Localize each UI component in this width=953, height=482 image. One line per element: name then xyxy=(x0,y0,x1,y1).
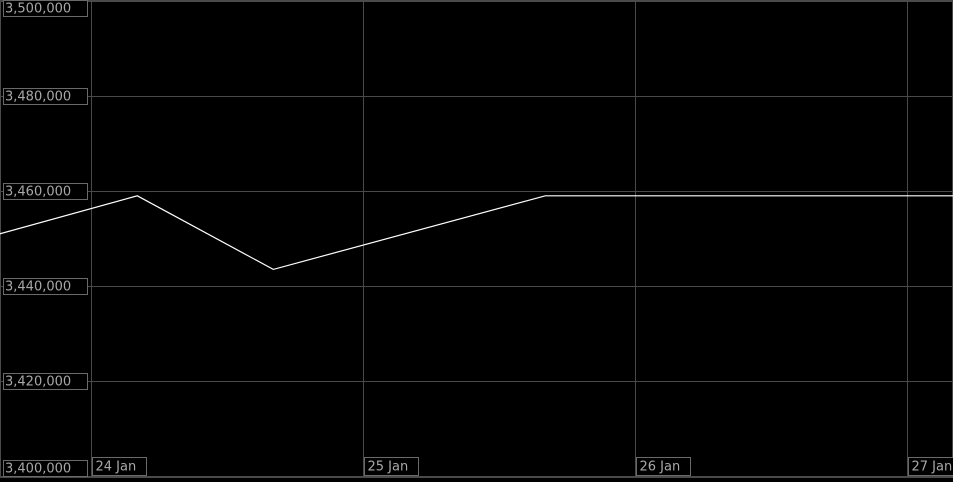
y-tick-label: 3,420,000 xyxy=(5,375,71,390)
x-tick-label: 25 Jan xyxy=(368,460,409,475)
y-tick-label: 3,500,000 xyxy=(5,2,71,17)
y-tick-label: 3,480,000 xyxy=(5,90,71,105)
y-tick-label: 3,460,000 xyxy=(5,185,71,200)
y-tick-label: 3,400,000 xyxy=(5,462,71,477)
x-tick-label: 27 Jan xyxy=(912,460,953,475)
y-tick-label: 3,440,000 xyxy=(5,280,71,295)
x-tick-label: 26 Jan xyxy=(640,460,681,475)
x-tick-label: 24 Jan xyxy=(96,460,137,475)
